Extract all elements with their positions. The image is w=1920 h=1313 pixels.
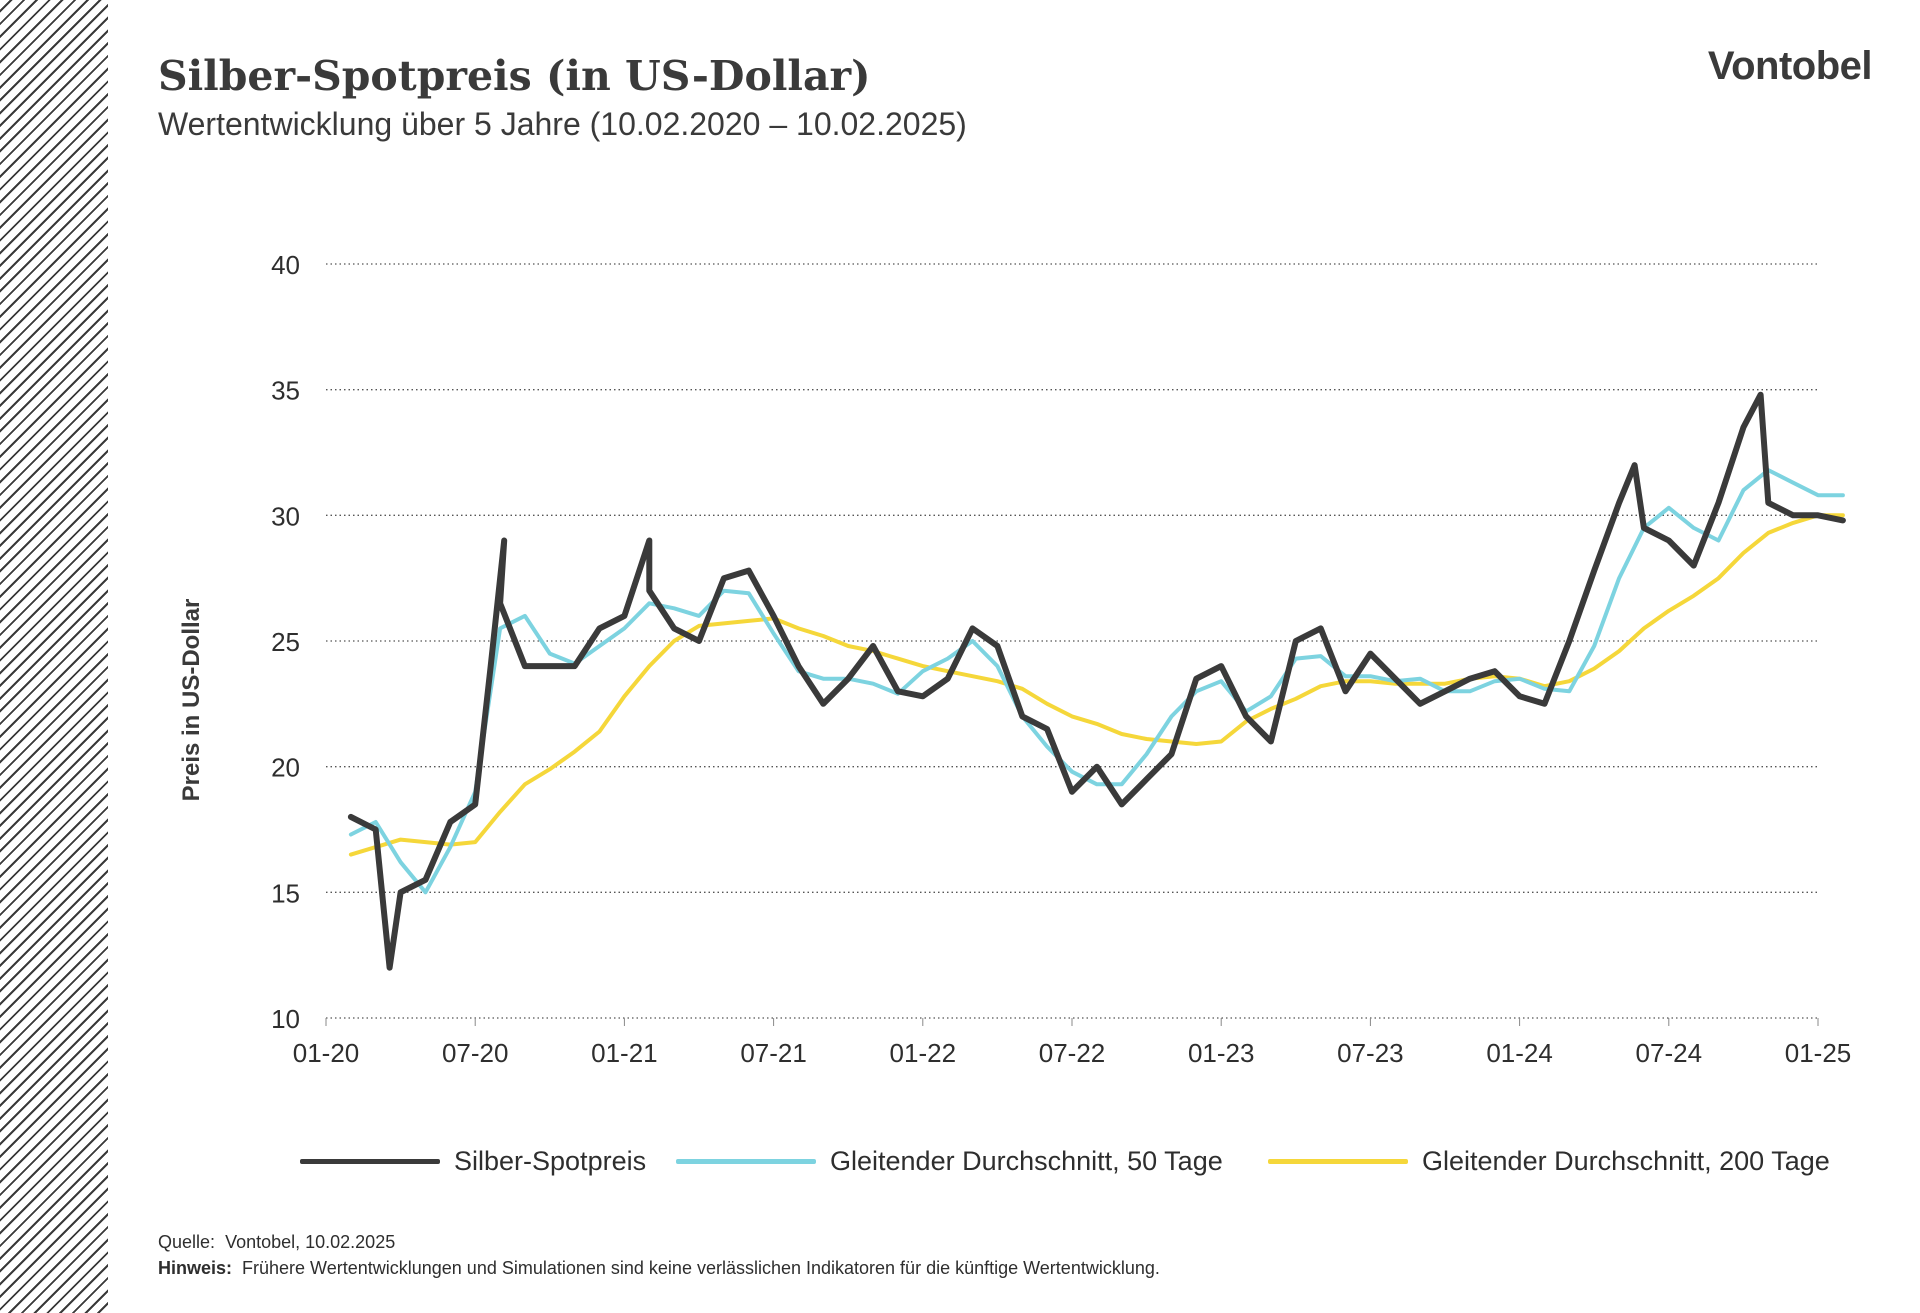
legend-label-spot: Silber-Spotpreis (454, 1145, 647, 1176)
chart-subtitle: Wertentwicklung über 5 Jahre (10.02.2020… (158, 106, 967, 142)
legend-item-ma50: Gleitender Durchschnitt, 50 Tage (676, 1141, 1223, 1181)
x-tick-label: 07-23 (1337, 1038, 1404, 1068)
y-tick-label: 10 (271, 1004, 300, 1034)
series-line-ma200 (348, 513, 1845, 857)
x-tick-label: 01-22 (890, 1038, 957, 1068)
legend-label-ma200: Gleitender Durchschnitt, 200 Tage (1422, 1145, 1830, 1176)
x-tick-label: 01-24 (1486, 1038, 1553, 1068)
hatched-side-border (0, 0, 108, 1313)
note-label: Hinweis: (158, 1258, 233, 1278)
x-tick-label: 07-22 (1039, 1038, 1106, 1068)
y-tick-label: 15 (271, 878, 300, 908)
series-lines (347, 391, 1846, 971)
x-tick-label: 01-23 (1188, 1038, 1255, 1068)
brand-logo: Vontobel (1707, 44, 1873, 88)
x-tick-label: 07-20 (442, 1038, 509, 1068)
legend-swatch-ma200 (1268, 1158, 1408, 1164)
legend-swatch-ma50 (676, 1158, 816, 1164)
legend-label-ma50: Gleitender Durchschnitt, 50 Tage (830, 1145, 1223, 1176)
y-tick-label: 30 (271, 501, 300, 531)
series-line-ma50 (348, 468, 1845, 895)
series-line-silber-spotpreis (347, 391, 1846, 971)
legend-item-ma200: Gleitender Durchschnitt, 200 Tage (1268, 1141, 1830, 1181)
x-tick-label: 07-21 (740, 1038, 807, 1068)
x-tick-label: 01-25 (1785, 1038, 1852, 1068)
source-label: Quelle: (158, 1232, 216, 1252)
y-tick-label: 35 (271, 376, 300, 406)
x-tick-label: 07-24 (1636, 1038, 1703, 1068)
x-tick-label: 01-21 (591, 1038, 658, 1068)
y-tick-label: 20 (271, 753, 300, 783)
gridlines (326, 263, 1818, 1019)
note-text: Frühere Wertentwicklungen und Simulation… (242, 1258, 1160, 1278)
source-text: Vontobel, 10.02.2025 (225, 1232, 396, 1252)
x-tick-label: 01-20 (293, 1038, 360, 1068)
source-note: Quelle: Vontobel, 10.02.2025 (158, 1232, 395, 1253)
y-tick-label: 40 (271, 250, 300, 280)
y-axis-title: Preis in US-Dollar (178, 598, 205, 802)
y-axis-ticks: 10 15 20 25 30 35 40 (271, 250, 300, 1034)
disclaimer-note: Hinweis: Frühere Wertentwicklungen und S… (158, 1258, 1160, 1279)
x-axis-ticks: 01-20 07-20 01-21 07-21 01-22 07-22 01-23 07-23… (293, 1018, 1852, 1068)
legend-swatch-spot (300, 1158, 440, 1164)
legend-item-spot: Silber-Spotpreis (300, 1141, 646, 1181)
y-tick-label: 25 (271, 627, 300, 657)
chart-title: Silber-Spotpreis (in US-Dollar) (158, 52, 871, 100)
